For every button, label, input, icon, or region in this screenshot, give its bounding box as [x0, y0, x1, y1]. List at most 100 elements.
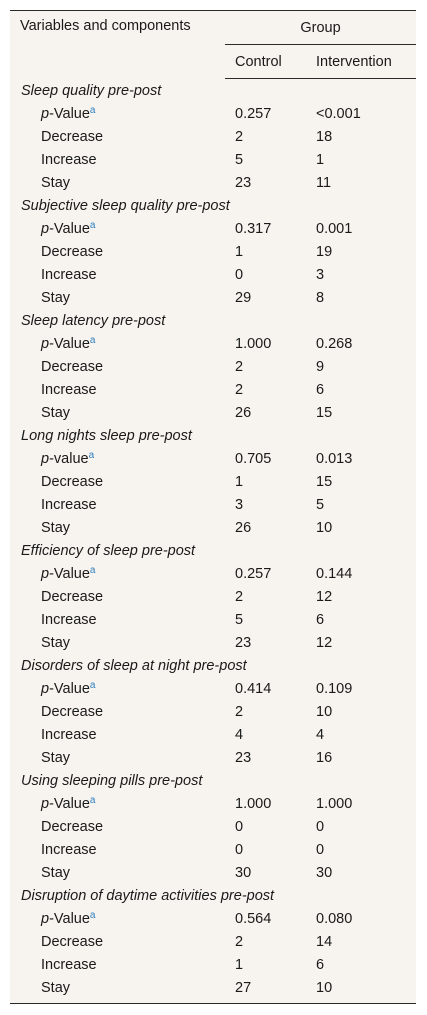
footnote-marker[interactable]: a [89, 794, 96, 806]
footnote-marker[interactable]: a [89, 219, 96, 231]
table-row: p-Valuea 0.257 0.144 [10, 562, 416, 585]
p-prefix: p [41, 450, 50, 467]
row-label: Decrease [10, 585, 225, 608]
row-label: Decrease [10, 700, 225, 723]
table-row: Increase 4 4 [10, 723, 416, 746]
table-row: p-valuea 0.705 0.013 [10, 447, 416, 470]
row-label-text: Stay [41, 289, 71, 306]
control-value: 2 [235, 588, 244, 605]
row-label-text: Decrease [41, 703, 104, 720]
footnote-marker[interactable]: a [89, 909, 96, 921]
section-row: Long nights sleep pre-post [10, 424, 416, 447]
row-label: p-Valuea [10, 907, 225, 930]
row-label-text: Decrease [41, 128, 104, 145]
row-label-text: -Value [49, 795, 90, 812]
table-row: Decrease 2 9 [10, 355, 416, 378]
footnote-marker[interactable]: a [89, 564, 96, 576]
table-body: Sleep quality pre-post p-Valuea 0.257 <0.00… [10, 79, 416, 1000]
section-row: Sleep quality pre-post [10, 79, 416, 103]
intervention-value: 12 [316, 588, 333, 605]
row-label: Stay [10, 746, 225, 769]
section-row: Disruption of daytime activities pre-pos… [10, 884, 416, 907]
intervention-value: 0 [316, 841, 325, 858]
row-label-text: -Value [49, 565, 90, 582]
control-value: 0 [235, 841, 244, 858]
row-label-text: Increase [41, 611, 97, 628]
row-label-text: -Value [49, 680, 90, 697]
section-row: Subjective sleep quality pre-post [10, 194, 416, 217]
row-label-text: -Value [49, 220, 90, 237]
control-value: 0.564 [235, 910, 272, 927]
row-label-text: Stay [41, 404, 71, 421]
row-label: Increase [10, 608, 225, 631]
table-row: Stay 23 12 [10, 631, 416, 654]
section-row: Using sleeping pills pre-post [10, 769, 416, 792]
table-row: Increase 0 3 [10, 263, 416, 286]
control-value: 27 [235, 979, 252, 996]
row-label: Stay [10, 171, 225, 194]
control-value: 23 [235, 634, 252, 651]
row-label: Increase [10, 953, 225, 976]
group-header-label: Group [300, 19, 341, 36]
section-row: Efficiency of sleep pre-post [10, 539, 416, 562]
intervention-value: 10 [316, 979, 333, 996]
intervention-value: <0.001 [316, 105, 361, 122]
control-value: 4 [235, 726, 244, 743]
row-label-text: Decrease [41, 818, 104, 835]
control-value: 2 [235, 381, 244, 398]
row-label-text: Stay [41, 634, 71, 651]
intervention-value: 10 [316, 703, 333, 720]
table-row: Decrease 2 18 [10, 125, 416, 148]
p-prefix: p [41, 220, 50, 237]
control-value: 26 [235, 519, 252, 536]
intervention-value: 5 [316, 496, 325, 513]
intervention-value: 1.000 [316, 795, 353, 812]
table-row: Decrease 2 12 [10, 585, 416, 608]
variables-header: Variables and components [20, 18, 191, 34]
row-label: p-Valuea [10, 332, 225, 355]
section-title: Using sleeping pills pre-post [21, 772, 203, 789]
control-value: 0.257 [235, 105, 272, 122]
intervention-value: 9 [316, 358, 325, 375]
control-value: 2 [235, 128, 244, 145]
control-value: 2 [235, 933, 244, 950]
table-row: Increase 2 6 [10, 378, 416, 401]
control-value: 0.317 [235, 220, 272, 237]
row-label-text: Increase [41, 266, 97, 283]
footnote-marker[interactable]: a [88, 449, 95, 461]
table-row: Decrease 2 14 [10, 930, 416, 953]
row-label: Decrease [10, 930, 225, 953]
p-prefix: p [41, 795, 50, 812]
intervention-value: 0.013 [316, 450, 353, 467]
row-label: Stay [10, 861, 225, 884]
intervention-value: 18 [316, 128, 333, 145]
control-value: 2 [235, 703, 244, 720]
intervention-value: 0.268 [316, 335, 353, 352]
row-label-text: Decrease [41, 588, 104, 605]
intervention-value: 12 [316, 634, 333, 651]
p-prefix: p [41, 105, 50, 122]
row-label-text: Stay [41, 174, 71, 191]
row-label-text: -value [49, 450, 89, 467]
footnote-marker[interactable]: a [89, 679, 96, 691]
footnote-marker[interactable]: a [89, 334, 96, 346]
row-label: Increase [10, 838, 225, 861]
table-row: Increase 5 1 [10, 148, 416, 171]
control-value: 0.705 [235, 450, 272, 467]
footnote-marker[interactable]: a [89, 104, 96, 116]
control-value: 5 [235, 611, 244, 628]
control-value: 1 [235, 243, 244, 260]
row-label: p-Valuea [10, 792, 225, 815]
p-prefix: p [41, 335, 50, 352]
control-value: 1.000 [235, 795, 272, 812]
table-row: p-Valuea 0.257 <0.001 [10, 102, 416, 125]
row-label: Increase [10, 493, 225, 516]
intervention-value: 6 [316, 381, 325, 398]
row-label: Decrease [10, 125, 225, 148]
row-label: Decrease [10, 470, 225, 493]
results-table: Variables and components Group Control I… [10, 11, 416, 999]
section-row: Disorders of sleep at night pre-post [10, 654, 416, 677]
group-header: Group [225, 11, 416, 45]
row-label-text: Increase [41, 841, 97, 858]
section-title: Sleep latency pre-post [21, 312, 166, 329]
